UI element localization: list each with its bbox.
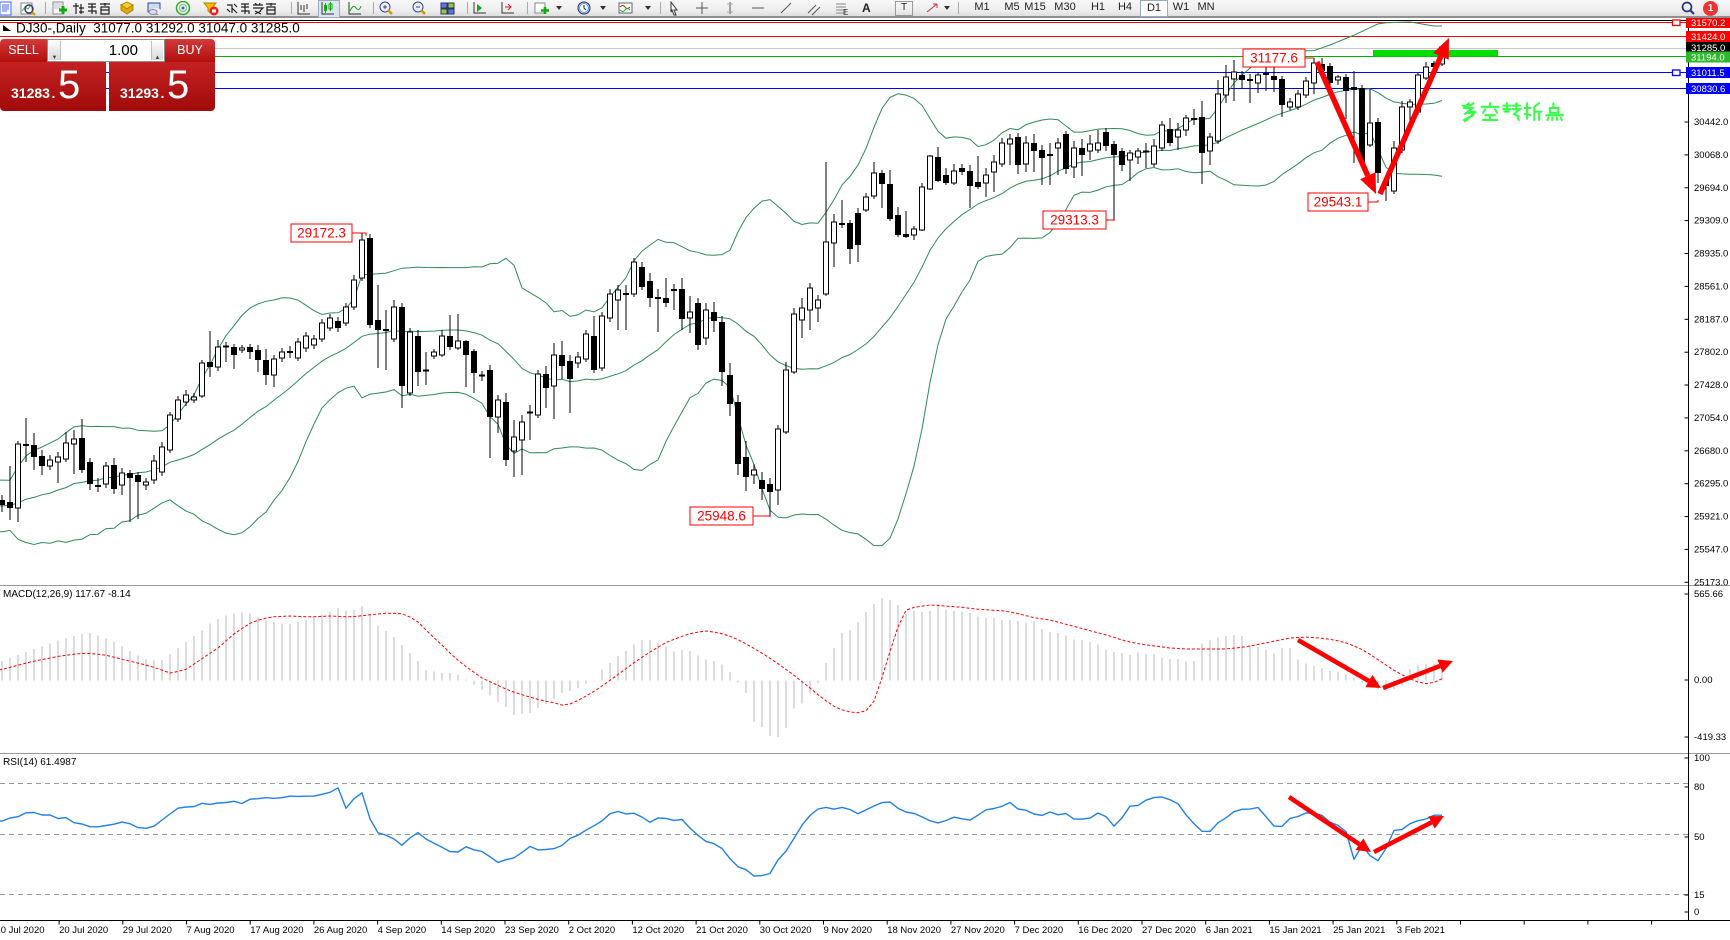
svg-text:30830.6: 30830.6 bbox=[1691, 84, 1725, 95]
svg-text:15: 15 bbox=[1694, 890, 1705, 901]
svg-text:E: E bbox=[843, 8, 848, 16]
svg-text:25 Jan 2021: 25 Jan 2021 bbox=[1333, 925, 1385, 936]
svg-text:DJ30-,Daily 31077.0 31292.0 3: DJ30-,Daily 31077.0 31292.0 31047.0 3128… bbox=[16, 21, 300, 36]
svg-text:50: 50 bbox=[1694, 832, 1705, 843]
svg-text:25921.0: 25921.0 bbox=[1694, 512, 1728, 523]
svg-text:29 Jul 2020: 29 Jul 2020 bbox=[123, 925, 172, 936]
svg-text:30442.0: 30442.0 bbox=[1694, 117, 1728, 128]
svg-text:26 Aug 2020: 26 Aug 2020 bbox=[314, 925, 367, 936]
svg-text:7 Dec 2020: 7 Dec 2020 bbox=[1015, 925, 1064, 936]
svg-text:29543.1: 29543.1 bbox=[1314, 195, 1363, 210]
svg-text:0.00: 0.00 bbox=[1694, 675, 1713, 686]
svg-text:20 Jul 2020: 20 Jul 2020 bbox=[59, 925, 108, 936]
svg-text:565.66: 565.66 bbox=[1694, 589, 1723, 600]
svg-text:28935.0: 28935.0 bbox=[1694, 249, 1728, 260]
svg-text:10 Jul 2020: 10 Jul 2020 bbox=[0, 925, 45, 936]
svg-text:16 Dec 2020: 16 Dec 2020 bbox=[1078, 925, 1132, 936]
svg-text:12 Oct 2020: 12 Oct 2020 bbox=[632, 925, 684, 936]
svg-text:27 Dec 2020: 27 Dec 2020 bbox=[1142, 925, 1196, 936]
svg-text:29694.0: 29694.0 bbox=[1694, 183, 1728, 194]
svg-text:31570.2: 31570.2 bbox=[1691, 18, 1725, 29]
svg-text:26680.0: 26680.0 bbox=[1694, 446, 1728, 457]
svg-text:MACD(12,26,9) 117.67 -8.14: MACD(12,26,9) 117.67 -8.14 bbox=[3, 589, 131, 600]
svg-text:4 Sep 2020: 4 Sep 2020 bbox=[378, 925, 427, 936]
svg-text:100: 100 bbox=[1694, 753, 1710, 764]
svg-text:RSI(14) 61.4987: RSI(14) 61.4987 bbox=[3, 757, 77, 768]
svg-text:28187.0: 28187.0 bbox=[1694, 314, 1728, 325]
svg-text:30068.0: 30068.0 bbox=[1694, 150, 1728, 161]
svg-text:30 Oct 2020: 30 Oct 2020 bbox=[760, 925, 812, 936]
svg-text:25948.6: 25948.6 bbox=[697, 509, 746, 524]
svg-text:15 Jan 2021: 15 Jan 2021 bbox=[1269, 925, 1321, 936]
svg-text:27428.0: 27428.0 bbox=[1694, 380, 1728, 391]
svg-text:31194.0: 31194.0 bbox=[1691, 53, 1725, 64]
svg-text:31177.6: 31177.6 bbox=[1250, 51, 1298, 66]
svg-text:80: 80 bbox=[1694, 782, 1705, 793]
svg-text:23 Sep 2020: 23 Sep 2020 bbox=[505, 925, 559, 936]
svg-text:-419.33: -419.33 bbox=[1694, 732, 1726, 743]
svg-text:28561.0: 28561.0 bbox=[1694, 281, 1728, 292]
svg-text:31424.0: 31424.0 bbox=[1691, 32, 1725, 43]
svg-text:29313.3: 29313.3 bbox=[1050, 213, 1099, 228]
svg-text:18 Nov 2020: 18 Nov 2020 bbox=[887, 925, 941, 936]
svg-text:31011.5: 31011.5 bbox=[1691, 68, 1725, 79]
svg-text:17 Aug 2020: 17 Aug 2020 bbox=[250, 925, 303, 936]
svg-text:29309.0: 29309.0 bbox=[1694, 216, 1728, 227]
svg-text:14 Sep 2020: 14 Sep 2020 bbox=[441, 925, 495, 936]
svg-text:21 Oct 2020: 21 Oct 2020 bbox=[696, 925, 748, 936]
svg-text:25547.0: 25547.0 bbox=[1694, 544, 1728, 555]
svg-text:27054.0: 27054.0 bbox=[1694, 413, 1728, 424]
svg-text:3 Feb 2021: 3 Feb 2021 bbox=[1397, 925, 1445, 936]
svg-text:0: 0 bbox=[1694, 907, 1699, 918]
svg-text:27 Nov 2020: 27 Nov 2020 bbox=[951, 925, 1005, 936]
svg-text:31285.0: 31285.0 bbox=[1691, 43, 1725, 54]
svg-text:29172.3: 29172.3 bbox=[297, 226, 346, 241]
svg-text:26295.0: 26295.0 bbox=[1694, 479, 1728, 490]
svg-text:27802.0: 27802.0 bbox=[1694, 347, 1728, 358]
svg-text:2 Oct 2020: 2 Oct 2020 bbox=[569, 925, 615, 936]
svg-text:9 Nov 2020: 9 Nov 2020 bbox=[824, 925, 873, 936]
svg-text:25173.0: 25173.0 bbox=[1694, 577, 1728, 588]
svg-text:6 Jan 2021: 6 Jan 2021 bbox=[1206, 925, 1253, 936]
svg-text:7 Aug 2020: 7 Aug 2020 bbox=[187, 925, 235, 936]
